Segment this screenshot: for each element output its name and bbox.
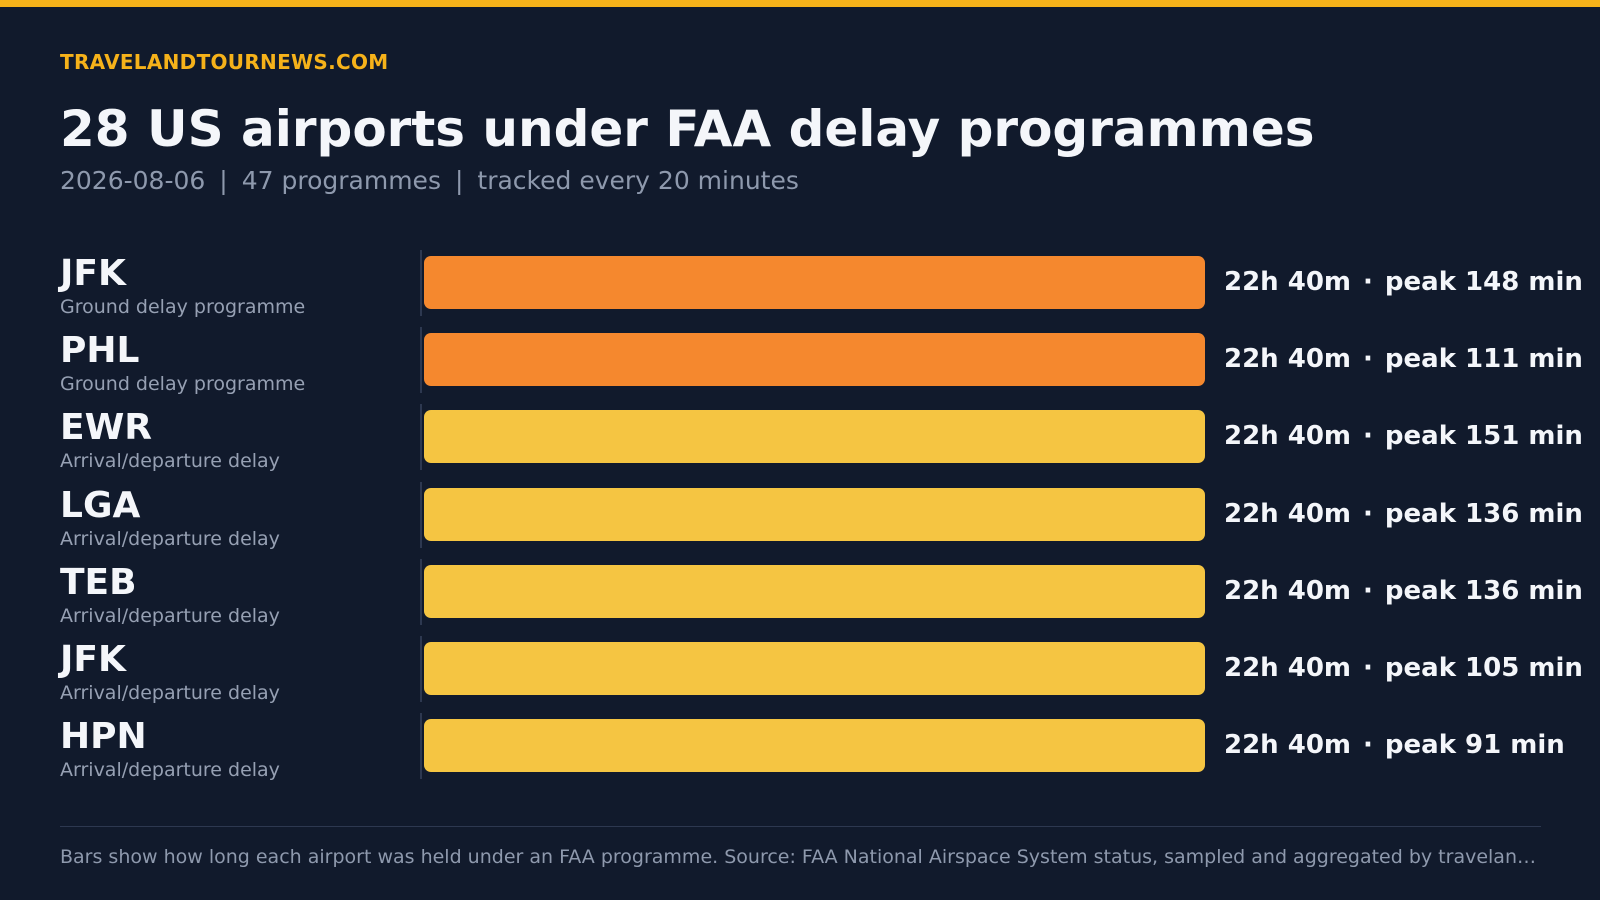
peak-label: peak 111 min: [1384, 344, 1583, 375]
bar-value-label: 22h 40m · peak 151 min: [1224, 418, 1583, 454]
bar-value-label: 22h 40m · peak 136 min: [1224, 496, 1583, 532]
peak-label: peak 136 min: [1384, 498, 1583, 529]
duration-label: 22h 40m: [1224, 575, 1352, 606]
duration-bar: [424, 564, 1205, 618]
programme-type: Arrival/departure delay: [60, 759, 280, 782]
duration-label: 22h 40m: [1224, 730, 1352, 761]
airport-code: TEB: [60, 561, 137, 603]
airport-code: JFK: [60, 253, 126, 294]
duration-label: 22h 40m: [1224, 421, 1352, 452]
duration-bar: [424, 642, 1205, 695]
chart-row: HPN Arrival/departure delay 22h 40m · peak 9…: [0, 713, 1600, 790]
subtitle-programmes: 47 programmes: [241, 166, 441, 195]
peak-label: peak 148 min: [1384, 267, 1583, 297]
duration-label: 22h 40m: [1224, 498, 1352, 529]
value-separator: ·: [1363, 653, 1373, 683]
axis-line-segment: [420, 250, 422, 316]
subtitle-separator: |: [219, 166, 228, 195]
duration-label: 22h 40m: [1224, 653, 1352, 683]
programme-type: Ground delay programme: [60, 373, 306, 396]
airport-code: JFK: [60, 639, 126, 680]
peak-label: peak 105 min: [1384, 653, 1583, 683]
bar-value-label: 22h 40m · peak 136 min: [1224, 573, 1583, 609]
peak-label: peak 136 min: [1384, 575, 1583, 606]
chart-row: PHL Ground delay programme 22h 40m · peak 11…: [0, 327, 1600, 404]
duration-label: 22h 40m: [1224, 344, 1352, 375]
programme-type: Arrival/departure delay: [60, 604, 280, 627]
value-separator: ·: [1363, 267, 1373, 297]
bar-value-label: 22h 40m · peak 105 min: [1224, 650, 1583, 686]
programme-type: Ground delay programme: [60, 296, 306, 318]
bar-value-label: 22h 40m · peak 91 min: [1224, 727, 1565, 763]
airport-code: PHL: [60, 330, 140, 372]
value-separator: ·: [1363, 344, 1373, 375]
value-separator: ·: [1363, 498, 1373, 529]
subtitle-tracking: tracked every 20 minutes: [477, 166, 799, 195]
chart-row: JFK Arrival/departure delay 22h 40m · peak 1…: [0, 636, 1600, 713]
axis-line-segment: [420, 404, 422, 471]
value-separator: ·: [1363, 421, 1373, 452]
top-accent-stripe: [0, 0, 1600, 7]
duration-bar: [424, 256, 1205, 309]
programme-type: Arrival/departure delay: [60, 527, 280, 550]
footnote: Bars show how long each airport was held…: [60, 846, 1541, 868]
subtitle-separator: |: [454, 166, 464, 195]
chart-title: 28 US airports under FAA delay programme…: [60, 100, 1315, 158]
chart-row: TEB Arrival/departure delay 22h 40m · peak 1…: [0, 558, 1600, 636]
programme-type: Arrival/departure delay: [60, 682, 280, 704]
airport-code: LGA: [60, 484, 141, 526]
duration-bar: [424, 719, 1205, 773]
bar-value-label: 22h 40m · peak 111 min: [1224, 341, 1583, 377]
value-separator: ·: [1363, 730, 1373, 761]
axis-line-segment: [420, 558, 422, 625]
subtitle-date: 2026-08-06: [60, 166, 206, 195]
chart-row: EWR Arrival/departure delay 22h 40m · peak 1…: [0, 404, 1600, 481]
axis-line-segment: [420, 636, 422, 702]
peak-label: peak 151 min: [1384, 421, 1583, 452]
axis-line-segment: [420, 327, 422, 394]
chart-row: JFK Ground delay programme 22h 40m · peak 14…: [0, 250, 1600, 327]
peak-label: peak 91 min: [1384, 730, 1565, 761]
chart-row: LGA Arrival/departure delay 22h 40m · peak 1…: [0, 481, 1600, 559]
duration-label: 22h 40m: [1224, 267, 1352, 297]
airport-code: HPN: [60, 716, 147, 758]
chart-subtitle: 2026-08-06 | 47 programmes | tracked every 2…: [60, 166, 799, 195]
duration-bar: [424, 487, 1205, 541]
value-separator: ·: [1363, 575, 1373, 606]
axis-line-segment: [420, 481, 422, 548]
footer-divider: [60, 826, 1541, 827]
brand-name: TRAVELANDTOURNEWS.COM: [60, 50, 389, 74]
duration-bar: [424, 410, 1205, 464]
bar-value-label: 22h 40m · peak 148 min: [1224, 264, 1583, 300]
axis-line-segment: [420, 713, 422, 780]
airport-code: EWR: [60, 407, 153, 449]
duration-bar: [424, 333, 1205, 387]
programme-type: Arrival/departure delay: [60, 450, 280, 473]
